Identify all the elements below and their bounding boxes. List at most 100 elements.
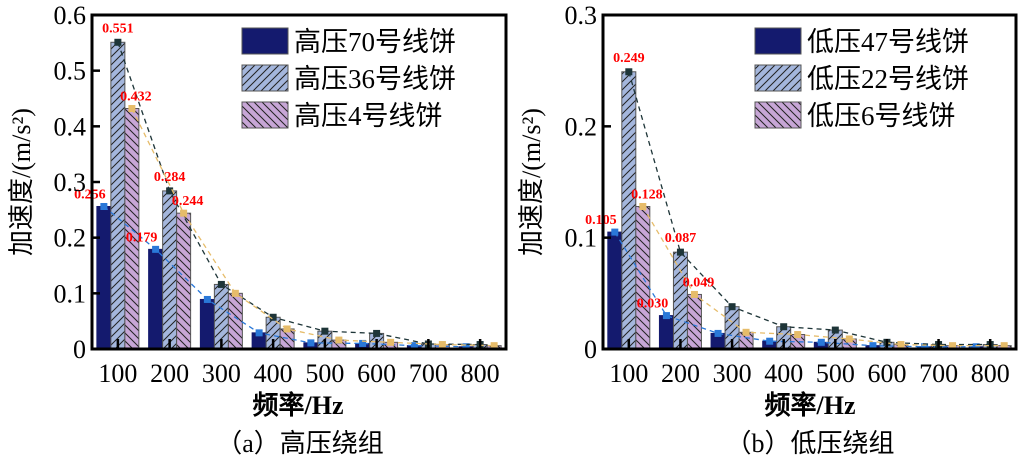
y-axis-label: 加速度/(m/s²) [7,108,36,256]
trend-marker [766,337,774,345]
y-tick-label: 0.2 [54,224,87,253]
trend-marker [269,313,277,321]
legend-label: 低压6号线饼 [807,101,956,131]
trend-marker [780,323,788,331]
bar [607,231,623,350]
legend-swatch [754,27,802,55]
x-tick-label: 300 [713,359,752,388]
y-tick-label: 0.3 [565,1,598,30]
data-label: 0.049 [683,275,715,290]
legend-label: 高压70号线饼 [294,27,456,57]
trend-marker [714,329,722,337]
legend-label: 高压36号线饼 [294,64,456,94]
trend-marker [949,342,957,350]
trend-marker [114,38,122,46]
trend-marker [794,331,802,339]
bar [635,205,651,350]
trend-marker [438,341,446,349]
data-label: 0.030 [637,297,669,312]
data-label: 0.105 [585,213,617,228]
trend-marker [217,280,225,288]
trend-marker [921,343,929,351]
data-label: 0.432 [120,90,152,105]
data-label: 0.551 [102,21,134,36]
bar [110,41,126,350]
legend-swatch [241,101,289,129]
trend-marker [255,329,263,337]
data-label: 0.284 [154,170,186,185]
legend-label: 高压4号线饼 [294,101,443,131]
trend-marker [128,105,136,113]
y-tick-label: 0.1 [565,224,598,253]
trend-marker [869,342,877,350]
trend-marker [335,336,343,344]
y-tick-label: 0.3 [54,168,87,197]
panel-caption: （b）低压绕组 [725,429,894,458]
data-label: 0.128 [631,187,663,202]
bar [162,190,178,350]
bar [199,298,215,350]
trend-marker [387,338,395,346]
trend-marker [180,209,188,217]
trend-line [131,108,495,347]
trend-line [117,42,481,346]
x-tick-label: 200 [150,359,189,388]
x-tick-label: 500 [305,359,344,388]
x-tick-label: 100 [609,359,648,388]
y-tick-label: 0.4 [54,112,87,141]
trend-marker [321,327,329,335]
trend-marker [231,289,239,297]
trend-marker [831,326,839,334]
data-label: 0.087 [665,231,697,246]
trend-marker [373,329,381,337]
trend-marker [625,68,633,76]
y-tick-label: 0.6 [54,1,87,30]
x-tick-label: 600 [867,359,906,388]
trend-marker [817,338,825,346]
x-tick-label: 700 [409,359,448,388]
legend-swatch [754,101,802,129]
trend-marker [1000,342,1008,350]
legend-label: 低压22号线饼 [807,64,969,94]
x-tick-label: 600 [357,359,396,388]
trend-marker [690,290,698,298]
x-tick-label: 700 [919,359,958,388]
y-axis-label: 加速度/(m/s²) [517,108,546,256]
bar [672,251,688,350]
trend-marker [359,339,367,347]
legend-swatch [754,64,802,92]
bar [621,71,637,350]
trend-marker [611,228,619,236]
chart-panel-1: 0.105 0.030 0.249 0.087 0.128 0.049 0 0.1 0.2 0.3… [517,1,1018,458]
x-tick-label: 200 [661,359,700,388]
data-label: 0.244 [172,194,204,209]
legend-label: 低压47号线饼 [807,27,969,57]
y-tick-label: 0.1 [54,279,87,308]
trend-marker [152,245,160,253]
x-axis-label: 频率/Hz [253,390,344,420]
trend-marker [166,187,174,195]
trend-marker [462,343,470,351]
trend-line [614,231,977,348]
trend-line [642,206,1005,347]
bar [96,205,112,350]
y-tick-label: 0.2 [565,112,598,141]
panel-caption: （a）高压绕组 [216,429,384,458]
trend-line [628,71,991,346]
bar [124,108,140,350]
bar [227,292,243,350]
x-tick-label: 800 [461,359,500,388]
legend-swatch [241,27,289,55]
data-label: 0.179 [126,230,158,245]
x-tick-label: 500 [816,359,855,388]
plot-frame [601,13,1018,351]
data-label: 0.249 [613,51,645,66]
trend-marker [897,341,905,349]
trend-marker [728,303,736,311]
x-axis-label: 频率/Hz [765,390,856,420]
x-tick-label: 100 [98,359,137,388]
y-tick-label: 0.5 [54,57,87,86]
trend-marker [283,325,291,333]
trend-marker [100,202,108,210]
trend-marker [639,202,647,210]
